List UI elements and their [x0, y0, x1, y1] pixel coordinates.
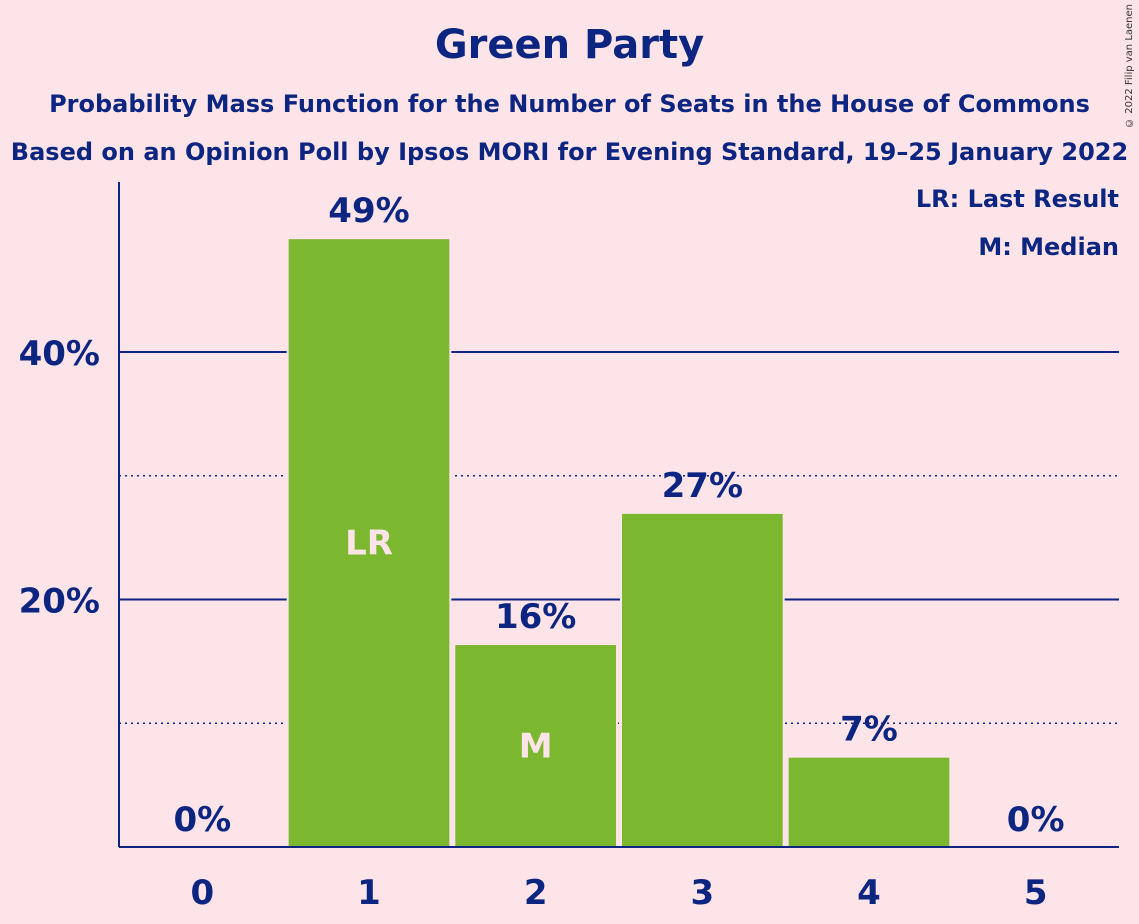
bar-value-label: 0% — [173, 800, 231, 840]
bar-value-label: 49% — [328, 191, 409, 231]
bar — [786, 755, 952, 848]
x-tick-label: 3 — [690, 873, 714, 913]
y-tick-label: 40% — [19, 334, 100, 374]
bar — [620, 511, 785, 848]
bar-value-label: 7% — [840, 710, 898, 750]
bar-marker-label: M — [519, 727, 553, 767]
bar-value-label: 16% — [495, 597, 576, 637]
x-tick-label: 4 — [857, 873, 881, 913]
bar-marker-label: LR — [345, 524, 393, 564]
legend-last-result: LR: Last Result — [915, 185, 1119, 213]
chart-subtitle-poll: Based on an Opinion Poll by Ipsos MORI f… — [10, 138, 1129, 166]
x-tick-label: 2 — [524, 873, 548, 913]
chart-title: Green Party — [434, 22, 705, 68]
bar-value-label: 0% — [1007, 800, 1065, 840]
legend-median: M: Median — [978, 233, 1119, 261]
chart-subtitle: Probability Mass Function for the Number… — [49, 90, 1090, 118]
x-tick-label: 0 — [190, 873, 214, 913]
x-tick-label: 1 — [357, 873, 381, 913]
bar-value-label: 27% — [662, 466, 743, 506]
x-tick-label: 5 — [1024, 873, 1048, 913]
y-tick-label: 20% — [19, 582, 100, 622]
